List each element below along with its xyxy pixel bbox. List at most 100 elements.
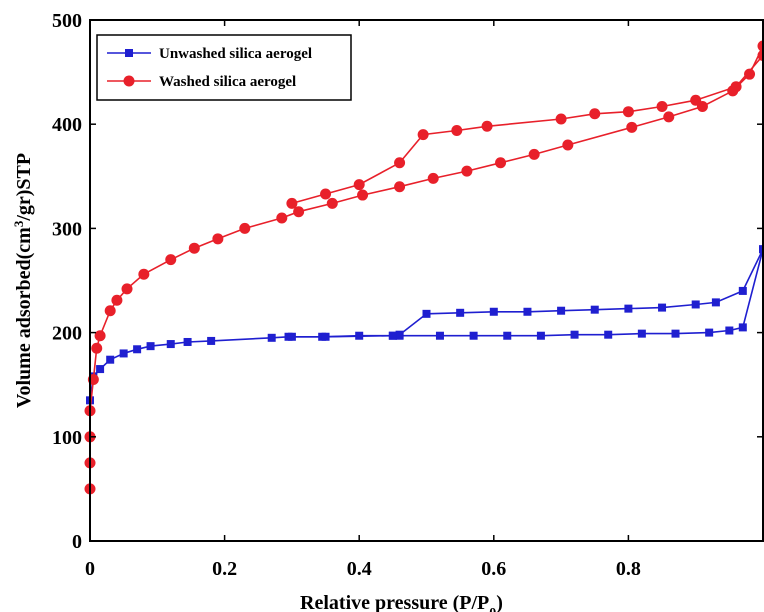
y-tick-label: 500 [52,10,82,32]
x-tick-label: 0.4 [347,558,372,580]
unwashed-desorption-point [321,332,330,341]
unwashed-desorption-point [711,298,720,307]
y-tick-label: 400 [52,114,82,136]
washed-adsorption-point [427,172,439,184]
axes [89,19,764,542]
unwashed-adsorption-point [106,355,115,364]
washed-adsorption-point [94,330,106,342]
unwashed-adsorption-point [355,331,364,340]
washed-adsorption-point [293,206,305,218]
unwashed-desorption-point [287,332,296,341]
washed-adsorption-point [562,139,574,151]
series-layer [84,40,764,495]
washed-adsorption-point [138,268,150,280]
washed-desorption-point [656,100,668,112]
unwashed-adsorption-line [89,248,764,401]
legend-circle-marker [123,75,135,87]
washed-desorption-point [394,157,406,169]
washed-adsorption-point [528,148,540,160]
washed-desorption-point [320,188,332,200]
unwashed-adsorption-point [133,345,142,354]
tick-labels: 0 0.2 0.4 0.6 0.8 0 100 200 300 400 500 [52,10,641,580]
washed-adsorption-point [276,212,288,224]
washed-desorption-point [417,129,429,141]
unwashed-desorption-point [691,300,700,309]
unwashed-desorption-point [658,303,667,312]
legend: Unwashed silica aerogel Washed silica aer… [96,34,352,101]
y-tick-label: 200 [52,323,82,345]
unwashed-adsorption-point [183,337,192,346]
unwashed-adsorption-point [725,326,734,335]
legend-items: Unwashed silica aerogel Washed silica aer… [107,46,312,90]
unwashed-adsorption-point [469,331,478,340]
unwashed-desorption-point [489,307,498,316]
washed-adsorption-point [663,111,675,123]
y-tick-label: 300 [52,218,82,240]
washed-adsorption-point [394,181,406,193]
y-tick-label: 100 [52,427,82,449]
washed-adsorption-point [212,233,224,245]
washed-desorption-point [730,81,742,93]
x-tick-label: 0.2 [212,558,237,580]
washed-adsorption-point [357,189,369,201]
unwashed-desorption-point [590,305,599,314]
x-axis-label-end: ) [496,592,503,612]
unwashed-desorption-point [422,309,431,318]
unwashed-adsorption-point [671,329,680,338]
washed-adsorption-point [495,157,507,169]
washed-desorption-point [690,94,702,106]
series-unwashed [86,245,764,405]
washed-desorption-point [481,120,493,132]
unwashed-adsorption-point [738,323,747,332]
washed-desorption-point [622,106,634,118]
washed-desorption-point [286,197,298,209]
series-washed [84,40,764,495]
legend-label: Unwashed silica aerogel [159,46,312,62]
unwashed-adsorption-point [119,349,128,358]
x-axis-label-main: Relative pressure (P/P [300,592,489,612]
unwashed-adsorption-point [166,340,175,349]
x-axis-label: Relative pressure (P/P0) [300,592,503,612]
x-tick-label: 0.8 [616,558,641,580]
unwashed-desorption-point [759,245,764,254]
washed-adsorption-point [326,197,338,209]
unwashed-desorption-point [395,330,404,339]
washed-desorption-point [353,179,365,191]
unwashed-adsorption-point [207,336,216,345]
unwashed-adsorption-point [637,329,646,338]
washed-desorption-point [555,113,567,125]
unwashed-adsorption-point [267,333,276,342]
legend-label: Washed silica aerogel [159,74,296,90]
washed-adsorption-point [91,342,103,354]
y-axis-label-end: /gr)STP [13,153,35,222]
unwashed-adsorption-point [705,328,714,337]
unwashed-adsorption-point [503,331,512,340]
unwashed-desorption-line [291,248,764,338]
washed-adsorption-point [121,283,133,295]
x-axis-label-subscript: 0 [489,606,496,612]
washed-adsorption-point [744,68,756,80]
washed-adsorption-point [239,222,251,234]
legend-box [96,34,352,101]
unwashed-desorption-point [388,331,397,340]
washed-adsorption-line [89,45,764,489]
washed-adsorption-point [111,294,123,306]
washed-desorption-point [589,108,601,120]
unwashed-desorption-point [557,306,566,315]
y-tick-label: 0 [72,531,82,553]
y-axis-label-main: Volume adsorbed(cm [13,227,35,408]
unwashed-adsorption-point [536,331,545,340]
y-axis-label-superscript: 3 [11,220,26,227]
washed-adsorption-point [165,254,177,266]
washed-adsorption-point [104,305,116,317]
x-tick-label: 0.6 [481,558,506,580]
legend-square-marker [125,49,133,57]
washed-adsorption-point [626,121,638,133]
x-tick-label: 0 [85,558,95,580]
unwashed-desorption-point [456,308,465,317]
axis-labels: Relative pressure (P/P0) Volume adsorbed… [11,153,503,612]
unwashed-adsorption-point [435,331,444,340]
washed-adsorption-point [188,242,200,254]
